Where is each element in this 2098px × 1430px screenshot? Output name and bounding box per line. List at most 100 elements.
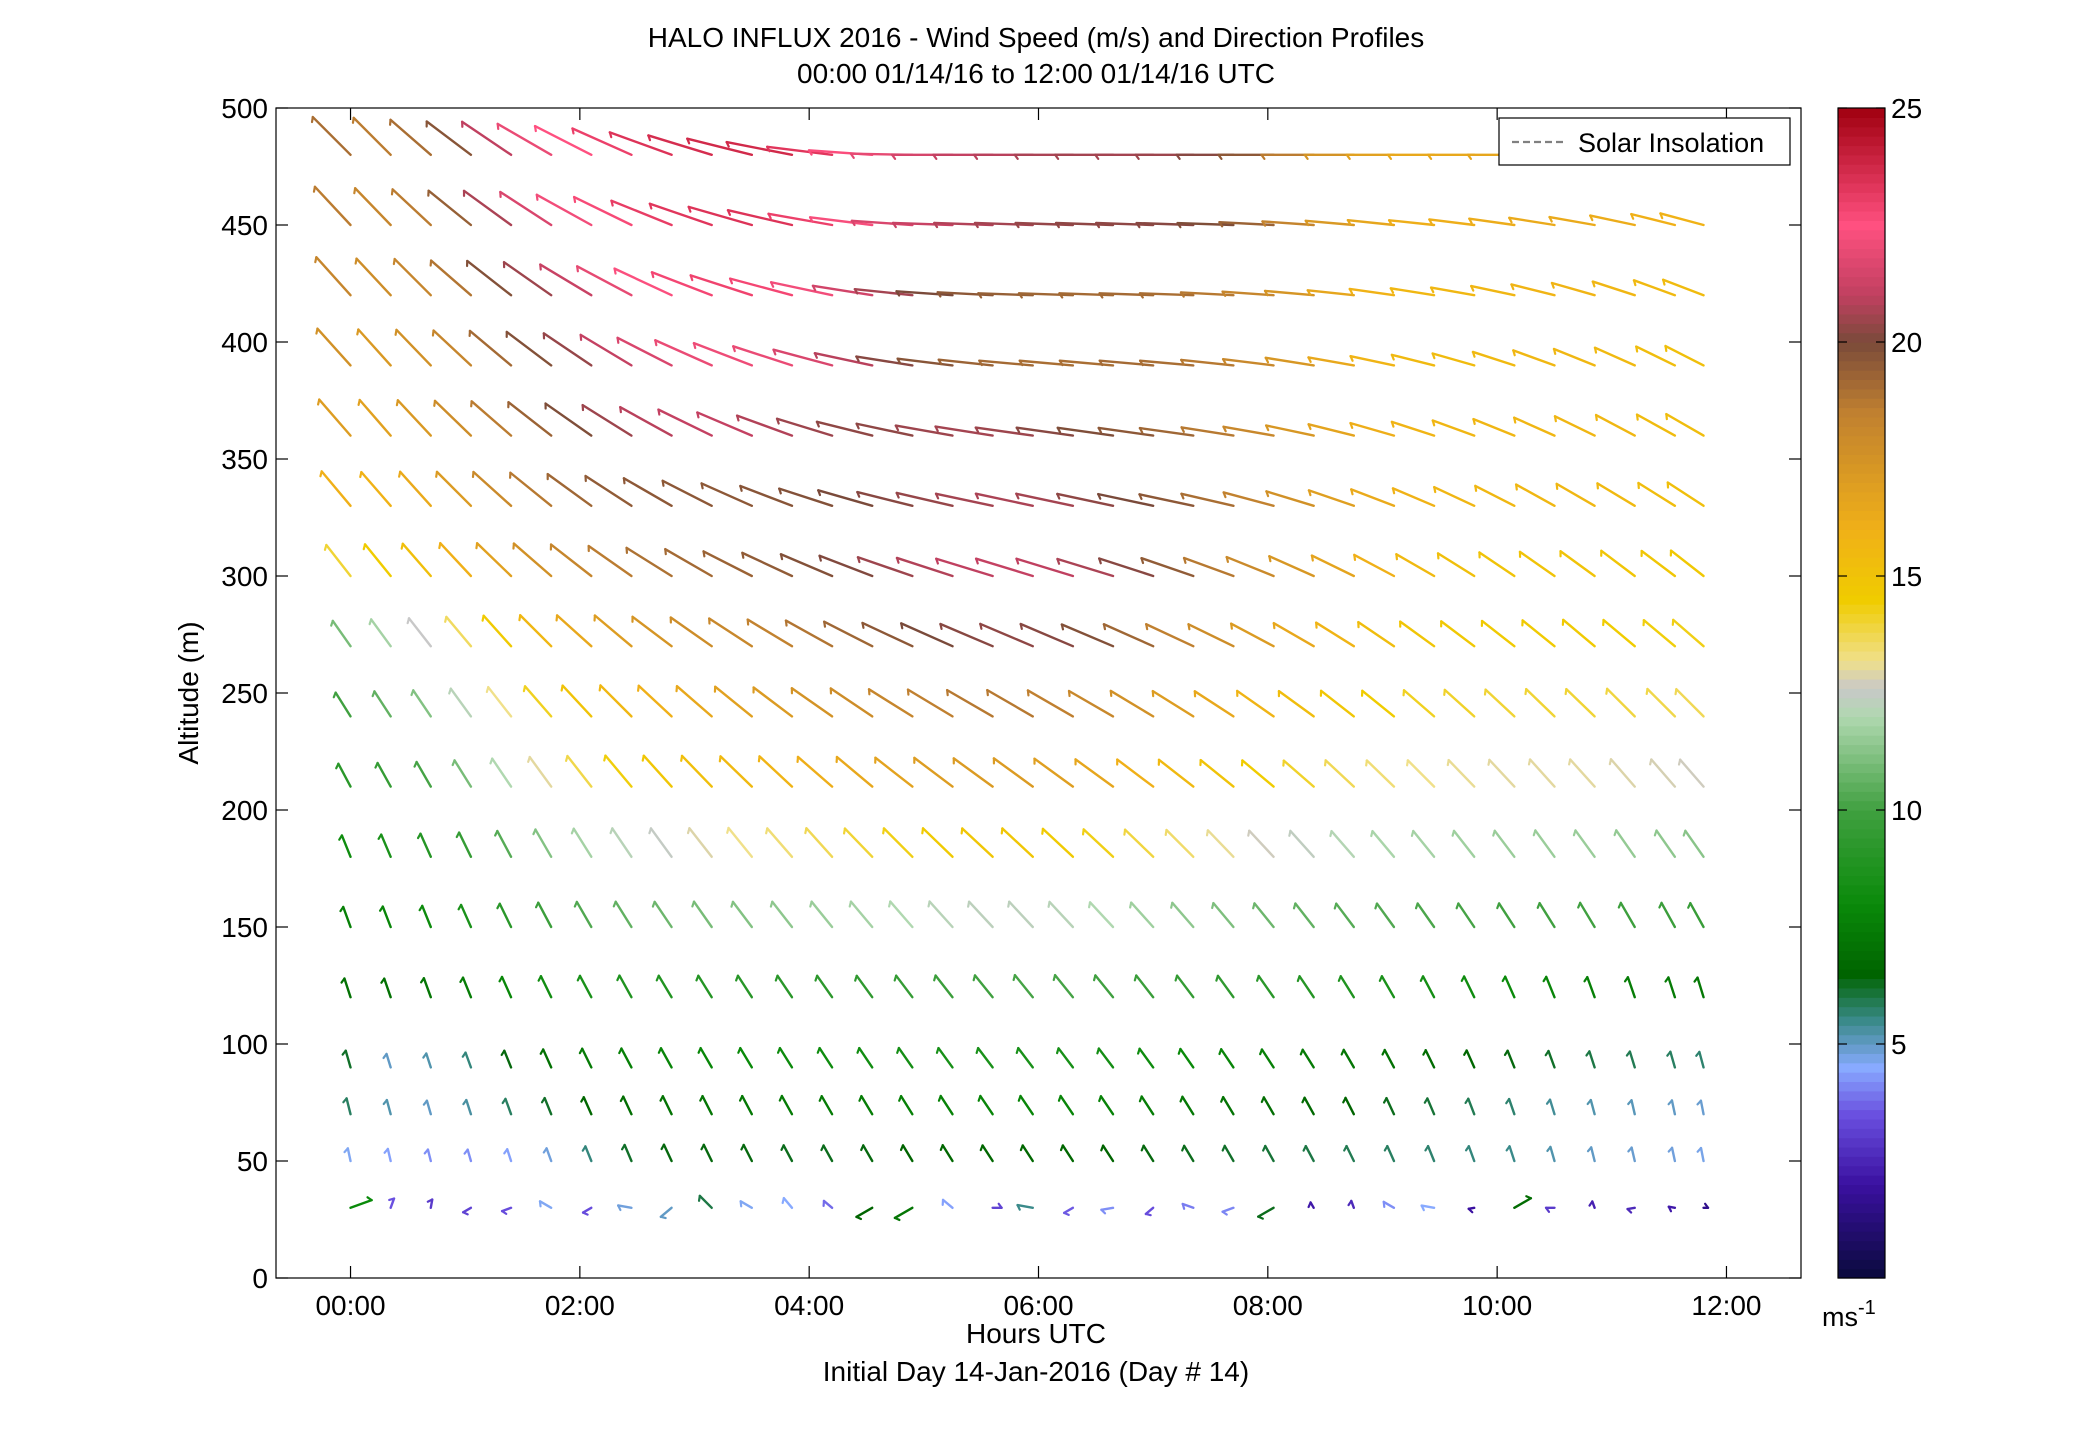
- y-tick-label: 500: [221, 93, 268, 124]
- wind-barb-shaft: [1433, 353, 1475, 365]
- wind-barb-feather: [357, 330, 358, 335]
- wind-barb-feather: [622, 1145, 625, 1149]
- colorbar-segment: [1838, 1100, 1885, 1110]
- wind-barb-feather: [1585, 977, 1588, 981]
- wind-barb-feather: [1339, 976, 1341, 981]
- colorbar-segment: [1838, 436, 1885, 446]
- wind-barb-feather: [776, 976, 778, 981]
- wind-barb-feather: [766, 828, 767, 833]
- wind-barb-feather: [1304, 1146, 1306, 1150]
- wind-barb-feather: [648, 135, 650, 140]
- wind-barb-feather: [1008, 902, 1009, 907]
- wind-barb-feather: [939, 1096, 941, 1101]
- wind-barb-feather: [1514, 418, 1515, 423]
- colorbar-segment: [1838, 482, 1885, 492]
- wind-barb-shaft: [1377, 904, 1394, 927]
- wind-barb-shaft: [824, 1146, 833, 1161]
- colorbar-segment: [1838, 1194, 1885, 1204]
- wind-barb-feather: [1330, 831, 1331, 836]
- x-tick-label: 12:00: [1691, 1290, 1761, 1321]
- colorbar-segment: [1838, 510, 1885, 520]
- wind-barb-shaft: [413, 690, 431, 716]
- wind-barb-shaft: [1354, 555, 1394, 576]
- wind-barb-feather: [653, 902, 655, 907]
- colorbar-segment: [1838, 379, 1885, 389]
- y-tick-label: 200: [221, 795, 268, 826]
- wind-barb-feather: [473, 472, 474, 477]
- colorbar-segment: [1838, 230, 1885, 240]
- wind-barb-shaft: [396, 330, 430, 366]
- colorbar-tick-label: 25: [1891, 93, 1922, 124]
- wind-barb-shaft: [510, 473, 551, 506]
- colorbar-unit-label: ms-1: [1822, 1297, 1876, 1332]
- wind-barb-shaft: [1208, 830, 1234, 856]
- plot-frame: [276, 108, 1801, 1278]
- wind-barb-shaft: [980, 624, 1032, 646]
- wind-barb-shaft: [395, 259, 431, 295]
- wind-barb-shaft: [983, 1145, 993, 1161]
- wind-barb-shaft: [504, 1051, 511, 1068]
- colorbar-segment: [1838, 155, 1885, 165]
- wind-barb-shaft: [687, 139, 752, 155]
- wind-barb-shaft: [1021, 1096, 1033, 1114]
- wind-barb-shaft: [1591, 1100, 1595, 1114]
- wind-barb-shaft: [896, 976, 912, 998]
- wind-barb-feather: [1497, 903, 1499, 908]
- wind-barb-shaft: [1090, 902, 1113, 927]
- wind-barb-shaft: [1673, 620, 1703, 646]
- wind-barb-shaft: [374, 691, 390, 716]
- wind-barb-shaft: [936, 976, 953, 998]
- wind-barb-shaft: [351, 1200, 372, 1208]
- wind-barb-shaft: [1426, 1050, 1434, 1067]
- wind-barb-shaft: [574, 829, 592, 857]
- wind-barb-shaft: [1153, 691, 1193, 716]
- wind-barb-feather: [1054, 975, 1055, 980]
- wind-barb-shaft: [1140, 1049, 1154, 1068]
- wind-barb-feather: [539, 976, 541, 980]
- wind-barb-feather: [1219, 1049, 1221, 1054]
- colorbar-segment: [1838, 174, 1885, 184]
- wind-barb-shaft: [1213, 903, 1233, 927]
- wind-barb-feather: [652, 272, 653, 277]
- colorbar-segment: [1838, 735, 1885, 745]
- wind-barb-shaft: [1431, 288, 1474, 296]
- wind-barb-feather: [1547, 1100, 1550, 1104]
- wind-barb-shaft: [338, 764, 350, 787]
- wind-barb-feather: [1351, 489, 1352, 494]
- wind-barb-feather: [1258, 1217, 1263, 1219]
- wind-barb-shaft: [1015, 975, 1033, 997]
- wind-barb-shaft: [1023, 1145, 1033, 1161]
- wind-barb-feather: [659, 1048, 661, 1053]
- wind-barb-shaft: [1061, 1096, 1073, 1114]
- wind-barb-shaft: [1701, 1148, 1704, 1161]
- wind-barb-shaft: [861, 1096, 872, 1114]
- y-tick-label: 350: [221, 444, 268, 475]
- wind-barb-feather: [1655, 831, 1657, 836]
- wind-barb-feather: [1466, 1146, 1469, 1150]
- wind-barb-shaft: [1587, 977, 1594, 997]
- wind-barb-shaft: [1596, 415, 1635, 436]
- wind-barb-shaft: [1231, 624, 1273, 647]
- wind-barb-shaft: [422, 906, 431, 927]
- wind-barb-shaft: [466, 1100, 471, 1114]
- wind-barb-feather: [691, 275, 693, 280]
- wind-barb-feather: [1444, 690, 1445, 695]
- wind-barb-feather: [704, 551, 705, 556]
- wind-barb-feather: [731, 902, 732, 907]
- wind-barb-shaft: [938, 1048, 952, 1067]
- wind-barb-feather: [1590, 1201, 1593, 1205]
- wind-barb-feather: [562, 686, 563, 691]
- wind-barb-feather: [1309, 1202, 1311, 1207]
- wind-barb-feather: [1069, 691, 1070, 696]
- wind-barb-shaft: [535, 830, 551, 857]
- wind-barb-feather: [1634, 280, 1635, 285]
- wind-barb-shaft: [541, 976, 551, 997]
- wind-barb-shaft: [884, 828, 912, 856]
- wind-barb-shaft: [1316, 623, 1354, 647]
- wind-barb-shaft: [464, 191, 511, 225]
- wind-barb-shaft: [1095, 975, 1113, 997]
- wind-barb-feather: [638, 686, 639, 691]
- wind-barb-feather: [1263, 1146, 1265, 1151]
- wind-barb-feather: [1462, 977, 1464, 981]
- wind-barb-feather: [572, 129, 573, 134]
